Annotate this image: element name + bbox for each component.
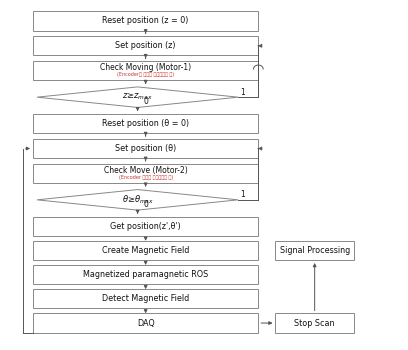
Text: 0: 0 xyxy=(143,97,148,106)
Text: Magnetized paramagnetic ROS: Magnetized paramagnetic ROS xyxy=(83,270,208,279)
Text: Reset position (z = 0): Reset position (z = 0) xyxy=(102,16,189,26)
Text: (Encoder 인정된 제좀이어야 함): (Encoder 인정된 제좀이어야 함) xyxy=(118,175,173,180)
Polygon shape xyxy=(37,87,238,107)
Text: $θ ≥ θ_{max}$: $θ ≥ θ_{max}$ xyxy=(122,194,154,206)
Text: Detect Magnetic Field: Detect Magnetic Field xyxy=(102,294,189,303)
Polygon shape xyxy=(37,190,238,210)
FancyBboxPatch shape xyxy=(275,314,354,332)
Text: 1: 1 xyxy=(241,190,246,199)
FancyBboxPatch shape xyxy=(33,36,258,55)
FancyBboxPatch shape xyxy=(33,241,258,260)
Text: 1: 1 xyxy=(241,88,246,97)
FancyBboxPatch shape xyxy=(33,114,258,133)
Text: Reset position (θ = 0): Reset position (θ = 0) xyxy=(102,119,189,128)
FancyBboxPatch shape xyxy=(33,139,258,158)
Text: 0: 0 xyxy=(143,199,148,209)
Text: Check Move (Motor-2): Check Move (Motor-2) xyxy=(104,166,188,175)
Text: Signal Processing: Signal Processing xyxy=(279,246,350,255)
Text: Get position(z',θ'): Get position(z',θ') xyxy=(110,222,181,231)
FancyBboxPatch shape xyxy=(275,241,354,260)
Text: Check Moving (Motor-1): Check Moving (Motor-1) xyxy=(100,63,191,72)
FancyBboxPatch shape xyxy=(33,265,258,284)
Text: (Encoder가 인정된 제좀이어야 함): (Encoder가 인정된 제좀이어야 함) xyxy=(117,72,174,77)
FancyBboxPatch shape xyxy=(33,12,258,30)
Text: Stop Scan: Stop Scan xyxy=(295,318,335,328)
Text: DAQ: DAQ xyxy=(137,318,155,328)
Text: Create Magnetic Field: Create Magnetic Field xyxy=(102,246,189,255)
Text: $z ≥ z_{max}$: $z ≥ z_{max}$ xyxy=(122,92,153,103)
FancyBboxPatch shape xyxy=(33,164,258,183)
FancyBboxPatch shape xyxy=(33,217,258,236)
Text: Set position (θ): Set position (θ) xyxy=(115,144,176,153)
FancyBboxPatch shape xyxy=(33,289,258,308)
Text: Set position (z): Set position (z) xyxy=(115,41,176,50)
FancyBboxPatch shape xyxy=(33,61,258,80)
FancyBboxPatch shape xyxy=(33,314,258,332)
